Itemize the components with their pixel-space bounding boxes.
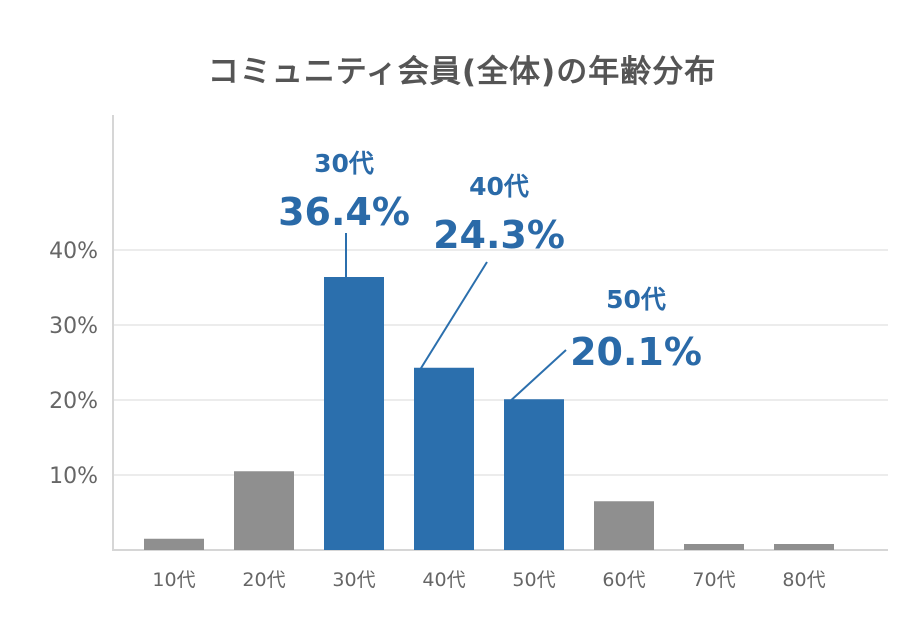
callout-category-label: 40代 — [469, 172, 529, 201]
bar — [504, 399, 564, 550]
x-tick-label: 30代 — [332, 569, 375, 591]
bar — [414, 367, 474, 550]
x-tick-label: 40代 — [422, 569, 465, 591]
x-tick-label: 80代 — [782, 569, 825, 591]
bar — [684, 544, 744, 550]
chart-title: コミュニティ会員(全体)の年齢分布 — [207, 54, 717, 90]
callout-category-label: 50代 — [606, 285, 666, 314]
x-tick-label: 20代 — [242, 569, 285, 591]
y-tick-label: 20% — [49, 389, 98, 414]
bar — [324, 277, 384, 550]
x-tick-label: 10代 — [152, 569, 195, 591]
bar — [234, 471, 294, 550]
callout-leader-line — [419, 261, 488, 371]
bar — [144, 538, 204, 550]
data-label: 20.1% — [570, 330, 702, 374]
callout-category-label: 30代 — [314, 149, 374, 178]
x-tick-label: 50代 — [512, 569, 555, 591]
callout-leader-line — [509, 349, 567, 402]
y-tick-label: 10% — [49, 464, 98, 489]
x-tick-label: 70代 — [692, 569, 735, 591]
bar — [774, 544, 834, 550]
bar — [594, 501, 654, 550]
y-tick-label: 40% — [49, 239, 98, 264]
data-label: 36.4% — [278, 190, 410, 234]
x-tick-label: 60代 — [602, 569, 645, 591]
y-tick-label: 30% — [49, 314, 98, 339]
data-label: 24.3% — [433, 213, 565, 257]
